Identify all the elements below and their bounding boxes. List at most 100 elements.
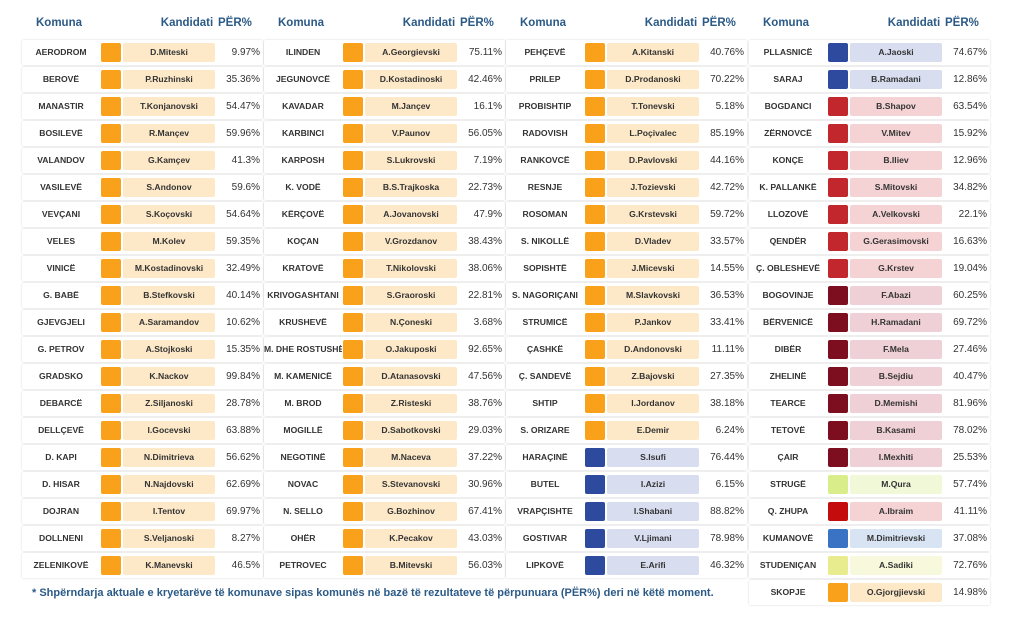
candidate-name: M.Kolev (123, 232, 215, 251)
candidate-name: T.Tonevski (607, 97, 699, 116)
party-color-swatch (343, 259, 363, 278)
party-color-swatch (585, 70, 605, 89)
municipality-name: PROBISHTIP (518, 101, 572, 111)
percentage-value: 46.32% (710, 560, 744, 571)
municipality-name: PLLASNICË (763, 47, 813, 57)
percentage-value: 42.46% (468, 74, 502, 85)
percentage-value: 74.67% (953, 47, 987, 58)
municipality-name: STRUGË (770, 479, 806, 489)
candidate-name: Z.Siljanoski (123, 394, 215, 413)
candidate-name: B.Shapov (850, 97, 942, 116)
party-color-swatch (343, 529, 363, 548)
percentage-value: 30.96% (468, 479, 502, 490)
percentage-value: 28.78% (226, 398, 260, 409)
municipality-name: KRIVOGASHTANI (267, 290, 339, 300)
party-color-swatch (101, 232, 121, 251)
table-row: ÇAIR I.Mexhiti 25.53% (749, 445, 990, 470)
municipality-name: Ç. SANDEVË (518, 371, 572, 381)
table-row: Ç. OBLESHEVË G.Krstev 19.04% (749, 256, 990, 281)
percentage-value: 59.35% (226, 236, 260, 247)
percentage-value: 81.96% (953, 398, 987, 409)
municipality-name: S. NAGORIÇANI (512, 290, 578, 300)
party-color-swatch (828, 394, 848, 413)
table-row: S. NIKOLLË D.Vladev 33.57% (506, 229, 747, 254)
percentage-value: 78.98% (710, 533, 744, 544)
candidate-name: I.Gocevski (123, 421, 215, 440)
party-color-swatch (585, 529, 605, 548)
candidate-name: A.Kitanski (607, 43, 699, 62)
table-row: NOVAC S.Stevanovski 30.96% (264, 472, 505, 497)
party-color-swatch (343, 178, 363, 197)
table-row: GOSTIVAR V.Ljimani 78.98% (506, 526, 747, 551)
table-row: PRILEP D.Prodanoski 70.22% (506, 67, 747, 92)
party-color-swatch (828, 286, 848, 305)
percentage-value: 78.02% (953, 425, 987, 436)
table-row: S. ORIZARE E.Demir 6.24% (506, 418, 747, 443)
party-color-swatch (828, 70, 848, 89)
municipality-name: VALANDOV (37, 155, 85, 165)
party-color-swatch (585, 340, 605, 359)
percentage-value: 5.18% (715, 101, 744, 112)
candidate-name: D.Memishi (850, 394, 942, 413)
party-color-swatch (101, 313, 121, 332)
candidate-name: E.Demir (607, 421, 699, 440)
candidate-name: B.Iliev (850, 151, 942, 170)
municipality-name: AERODROM (35, 47, 87, 57)
candidate-name: M.Naceva (365, 448, 457, 467)
municipality-name: SHTIP (532, 398, 558, 408)
table-row: M. BROD Z.Risteski 38.76% (264, 391, 505, 416)
percentage-value: 56.03% (468, 560, 502, 571)
party-color-swatch (101, 178, 121, 197)
candidate-name: B.Stefkovski (123, 286, 215, 305)
percentage-value: 54.64% (226, 209, 260, 220)
candidate-name: P.Ruzhinski (123, 70, 215, 89)
percentage-value: 88.82% (710, 506, 744, 517)
table-row: DOJRAN I.Tentov 69.97% (22, 499, 263, 524)
percentage-value: 3.68% (473, 317, 502, 328)
municipality-name: TETOVË (770, 425, 806, 435)
municipality-name: JEGUNOVCË (276, 74, 330, 84)
header-kandidati: Kandidati (887, 17, 941, 29)
table-row: ZELENIKOVË K.Manevski 46.5% (22, 553, 263, 578)
percentage-value: 63.88% (226, 425, 260, 436)
table-row: BUTEL I.Azizi 6.15% (506, 472, 747, 497)
percentage-value: 38.76% (468, 398, 502, 409)
municipality-name: M. DHE ROSTUSHË (264, 344, 342, 354)
party-color-swatch (101, 43, 121, 62)
municipality-name: KONÇE (772, 155, 804, 165)
column-header: Komuna Kandidati PËR% (264, 6, 505, 40)
percentage-value: 59.72% (710, 209, 744, 220)
table-row: NEGOTINË M.Naceva 37.22% (264, 445, 505, 470)
municipality-name: DOJRAN (42, 506, 80, 516)
percentage-value: 33.41% (710, 317, 744, 328)
table-row: BEROVË P.Ruzhinski 35.36% (22, 67, 263, 92)
percentage-value: 7.19% (473, 155, 502, 166)
percentage-value: 11.11% (711, 344, 744, 355)
header-per: PËR% (460, 17, 494, 29)
municipality-name: DIBËR (774, 344, 802, 354)
candidate-name: G.Krstev (850, 259, 942, 278)
candidate-name: D.Miteski (123, 43, 215, 62)
candidate-name: H.Ramadani (850, 313, 942, 332)
percentage-value: 10.62% (226, 317, 260, 328)
percentage-value: 38.06% (468, 263, 502, 274)
percentage-value: 8.27% (231, 533, 260, 544)
candidate-name: M.Dimitrievski (850, 529, 942, 548)
municipality-name: RESNJE (527, 182, 563, 192)
table-row: QENDËR G.Gerasimovski 16.63% (749, 229, 990, 254)
percentage-value: 38.18% (710, 398, 744, 409)
municipality-name: DELLÇEVË (38, 425, 84, 435)
column-header: Komuna Kandidati PËR% (749, 6, 990, 40)
table-row: DOLLNENI S.Veljanoski 8.27% (22, 526, 263, 551)
percentage-value: 14.98% (953, 587, 987, 598)
candidate-name: K.Pecakov (365, 529, 457, 548)
table-row: VRAPÇISHTE I.Shabani 88.82% (506, 499, 747, 524)
party-color-swatch (828, 529, 848, 548)
party-color-swatch (101, 529, 121, 548)
municipality-name: SARAJ (773, 74, 803, 84)
table-row: VALANDOV G.Kamçev 41.3% (22, 148, 263, 173)
municipality-name: VEVÇANI (41, 209, 81, 219)
table-row: KONÇE B.Iliev 12.96% (749, 148, 990, 173)
table-row: VEVÇANI S.Koçovski 54.64% (22, 202, 263, 227)
party-color-swatch (101, 340, 121, 359)
